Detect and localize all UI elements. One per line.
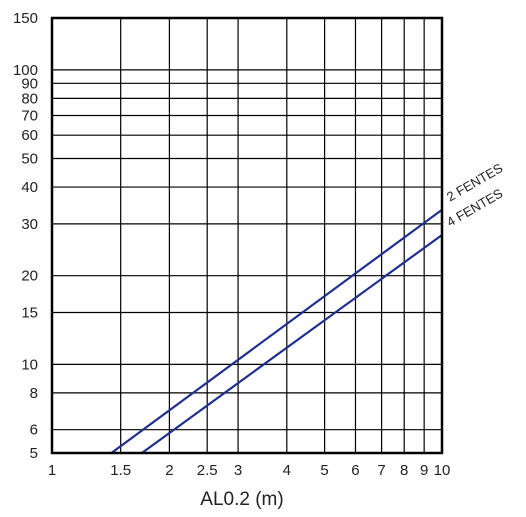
plot-frame xyxy=(50,16,444,455)
y-tick-label: 60 xyxy=(21,127,38,144)
x-tick-label: 2.5 xyxy=(197,462,218,479)
grid xyxy=(51,17,443,454)
x-tick-label: 1 xyxy=(48,462,56,479)
y-tick-label: 20 xyxy=(21,268,38,285)
y-tick-label: 40 xyxy=(21,179,38,196)
y-tick-label: 10 xyxy=(21,356,38,373)
y-tick-label: 30 xyxy=(21,216,38,233)
series-line-2 xyxy=(141,234,443,454)
y-tick-label: 70 xyxy=(21,107,38,124)
x-tick-label: 6 xyxy=(351,462,359,479)
x-axis-ticks: 1 1.5 2 2.5 3 4 5 6 7 8 9 10 xyxy=(48,462,451,479)
x-tick-label: 1.5 xyxy=(110,462,131,479)
y-tick-label: 8 xyxy=(30,385,38,402)
x-tick-label: 8 xyxy=(400,462,408,479)
y-tick-label: 5 xyxy=(30,445,38,462)
x-tick-label: 2 xyxy=(165,462,173,479)
x-tick-label: 7 xyxy=(377,462,385,479)
y-tick-label: 80 xyxy=(21,90,38,107)
x-tick-label: 3 xyxy=(234,462,242,479)
x-tick-label: 4 xyxy=(283,462,291,479)
series-line-1 xyxy=(110,208,443,454)
x-tick-label: 5 xyxy=(320,462,328,479)
y-tick-label: 100 xyxy=(13,62,38,79)
x-tick-label: 10 xyxy=(434,462,451,479)
y-tick-label: 15 xyxy=(21,304,38,321)
y-tick-label: 90 xyxy=(21,75,38,92)
y-tick-label: 50 xyxy=(21,151,38,168)
y-tick-label: 6 xyxy=(30,422,38,439)
y-tick-label: 150 xyxy=(13,10,38,27)
x-tick-label: 9 xyxy=(420,462,428,479)
series-lines xyxy=(110,208,443,454)
x-axis-label: AL0.2 (m) xyxy=(200,489,283,510)
